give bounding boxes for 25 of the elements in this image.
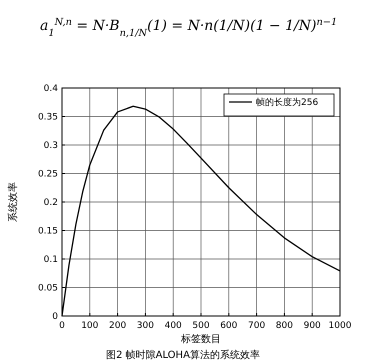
x-tick-label: 600 [220,321,238,331]
y-tick-label: 0.25 [38,170,58,180]
x-tick-label: 1000 [328,321,352,331]
x-tick-label: 100 [81,321,99,331]
y-tick-label: 0.4 [44,84,58,94]
y-tick-label: 0.2 [44,198,58,208]
y-tick-label: 0.05 [38,284,58,294]
y-tick-label: 0.15 [38,226,58,236]
x-tick-label: 200 [109,321,126,331]
x-tick-label: 700 [248,321,266,331]
x-tick-label: 300 [136,321,154,331]
x-tick-label: 900 [304,321,322,331]
y-tick-label: 0 [52,312,58,322]
x-tick-label: 800 [276,321,294,331]
x-tick-label: 500 [192,321,210,331]
x-tick-label: 0 [59,321,66,331]
caption: 图2 帧时隙ALOHA算法的系统效率 [106,349,260,361]
x-tick-label: 400 [164,321,182,331]
y-tick-label: 0.35 [38,112,58,122]
x-axis-title: 标签数目 [180,333,221,345]
y-tick-label: 0.1 [44,255,58,265]
y-tick-label: 0.3 [44,141,58,151]
legend-label: 帧的长度为256 [256,97,318,108]
y-axis-title: 系统效率 [7,182,19,222]
title: a$_{1}$$^{N,n}$ = N·B$_{n,1/N}$(1) = N·n(1/N)(1 − 1/N)$^{n−1}$ [40,16,338,38]
